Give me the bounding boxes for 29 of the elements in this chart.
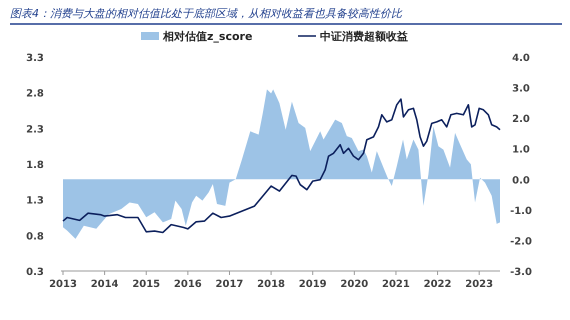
y2-tick-label: -2.0 (510, 236, 532, 248)
y-tick-label: 2.8 (26, 88, 44, 100)
y-tick-label: 1.3 (26, 196, 44, 207)
x-tick-label: 2014 (90, 279, 119, 290)
x-tick-label: 2018 (257, 279, 286, 290)
y2-tick-label: 4.0 (512, 53, 530, 64)
y-tick-label: 2.3 (26, 124, 44, 136)
x-tick-label: 2022 (424, 279, 452, 290)
y-tick-label: 1.8 (26, 160, 44, 171)
y-tick-label: 3.3 (26, 53, 44, 64)
y2-tick-label: -3.0 (510, 267, 532, 278)
y2-tick-label: 3.0 (512, 84, 530, 95)
y-tick-label: 0.3 (26, 267, 44, 278)
x-tick-label: 2015 (132, 279, 160, 290)
x-tick-label: 2016 (174, 279, 202, 290)
y2-tick-label: -1.0 (510, 206, 532, 217)
legend-label: 中证消费超额收益 (320, 30, 408, 43)
x-tick-label: 2023 (465, 279, 494, 290)
y2-tick-label: 1.0 (512, 144, 530, 156)
x-tick-label: 2017 (216, 279, 244, 290)
legend-label: 相对估值z_score (162, 30, 252, 43)
y2-tick-label: 0.0 (512, 175, 530, 186)
x-tick-label: 2019 (298, 279, 327, 290)
y2-tick-label: 2.0 (512, 114, 530, 126)
x-tick-label: 2021 (382, 279, 410, 290)
y-tick-label: 0.8 (26, 231, 44, 242)
title: 图表4：消费与大盘的相对估值比处于底部区域，从相对收益看也具备较高性价比 (10, 7, 402, 20)
x-tick-label: 2020 (340, 279, 368, 290)
x-tick-label: 2013 (49, 279, 77, 290)
